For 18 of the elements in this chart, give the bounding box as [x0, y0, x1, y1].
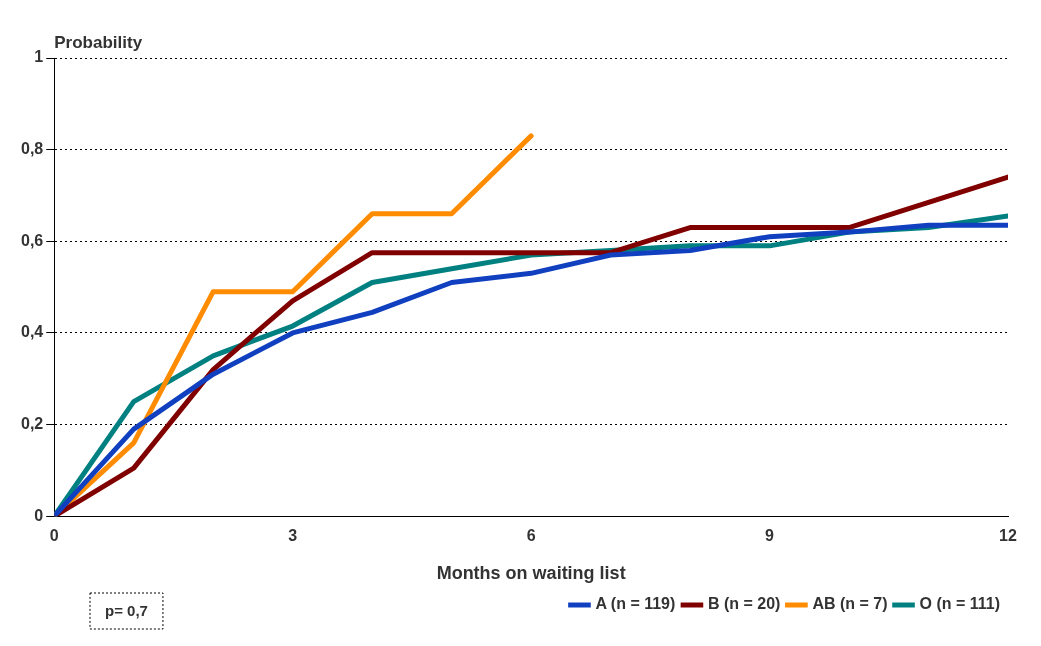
- y-tick-label: 0,6: [20, 231, 44, 249]
- legend-label: O (n = 111): [919, 595, 1000, 613]
- y-tick-label: 1: [34, 48, 44, 66]
- legend-label: AB (n = 7): [812, 595, 888, 613]
- y-tick-label: 0,2: [20, 414, 44, 432]
- x-tick-label: 6: [526, 527, 536, 545]
- x-tick-label: 12: [999, 527, 1017, 545]
- y-axis-title: Probability: [54, 33, 143, 53]
- legend-label: B (n = 20): [707, 595, 781, 613]
- x-tick-label: 3: [288, 527, 298, 545]
- x-tick-label: 0: [49, 527, 59, 545]
- x-axis-title: Months on waiting list: [436, 563, 626, 584]
- y-tick-label: 0,8: [20, 140, 44, 158]
- x-tick-label: 9: [765, 527, 775, 545]
- text: p= 0,7: [104, 602, 148, 620]
- legend-label: A (n = 119): [595, 595, 676, 613]
- y-tick-label: 0,4: [20, 323, 44, 341]
- y-tick-label: 0: [34, 506, 44, 524]
